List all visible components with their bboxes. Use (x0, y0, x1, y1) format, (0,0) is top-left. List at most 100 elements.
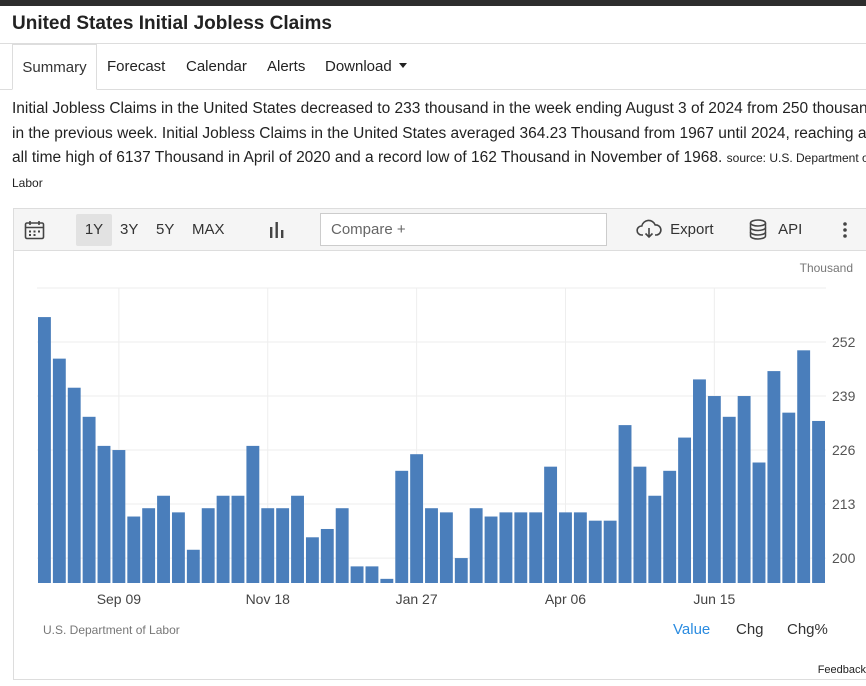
bar[interactable] (395, 470, 409, 583)
bar[interactable] (97, 445, 111, 583)
description: Initial Jobless Claims in the United Sta… (12, 97, 866, 195)
bar[interactable] (365, 566, 379, 583)
bar[interactable] (573, 512, 587, 583)
bar[interactable] (588, 520, 602, 583)
bar[interactable] (186, 549, 200, 583)
bar[interactable] (335, 508, 349, 583)
y-tick-label: 226 (832, 442, 856, 458)
bar[interactable] (216, 495, 230, 583)
bar[interactable] (722, 416, 736, 583)
tab-alerts[interactable]: Alerts (267, 58, 306, 75)
bar[interactable] (246, 445, 260, 583)
compare-input[interactable] (320, 213, 607, 246)
calendar-icon[interactable] (24, 220, 45, 244)
bar[interactable] (484, 516, 498, 583)
x-tick-label: Jun 15 (693, 591, 735, 607)
description-source: source: U.S. Department of Labor (12, 151, 866, 190)
feedback-link[interactable]: Feedback (817, 664, 866, 676)
x-tick-label: Sep 09 (97, 591, 142, 607)
bar[interactable] (82, 416, 96, 583)
bar[interactable] (439, 512, 453, 583)
x-tick-label: Nov 18 (246, 591, 291, 607)
bar[interactable] (380, 578, 394, 583)
bar[interactable] (678, 437, 692, 583)
tab-calendar[interactable]: Calendar (186, 58, 247, 75)
bar[interactable] (499, 512, 513, 583)
bar[interactable] (157, 495, 170, 583)
view-value-button[interactable]: Value (673, 621, 711, 638)
export-button[interactable]: Export (636, 219, 714, 239)
x-tick-label: Jan 27 (396, 591, 438, 607)
bar[interactable] (618, 425, 632, 583)
chart-source: U.S. Department of Labor (43, 623, 180, 637)
bar[interactable] (425, 508, 438, 583)
divider (0, 43, 866, 44)
bar[interactable] (514, 512, 528, 583)
bar[interactable] (529, 512, 543, 583)
bar[interactable] (261, 508, 275, 583)
bar[interactable] (127, 516, 141, 583)
bar[interactable] (410, 454, 424, 583)
bar[interactable] (782, 412, 796, 583)
bar[interactable] (171, 512, 185, 583)
bar[interactable] (112, 450, 126, 583)
range-1y-button[interactable]: 1Y (76, 214, 112, 246)
divider (0, 89, 866, 90)
cloud-download-icon (636, 219, 662, 239)
bar[interactable] (52, 358, 66, 583)
kebab-menu-icon[interactable] (842, 221, 848, 243)
bar[interactable] (454, 558, 468, 583)
view-chg-button[interactable]: Chg (736, 621, 764, 638)
range-3y-button[interactable]: 3Y (120, 221, 139, 238)
bar[interactable] (291, 495, 304, 583)
api-label: API (778, 221, 803, 238)
bar[interactable] (142, 508, 156, 583)
bar[interactable] (767, 371, 781, 583)
bar[interactable] (276, 508, 290, 583)
page-title: United States Initial Jobless Claims (12, 13, 332, 34)
tab-summary[interactable]: Summary (12, 44, 97, 90)
bar[interactable] (663, 470, 677, 583)
tab-bar: Summary Forecast Calendar Alerts Downloa… (12, 44, 866, 90)
bar-chart-icon[interactable] (269, 221, 285, 243)
export-label: Export (670, 220, 714, 238)
description-text: Initial Jobless Claims in the United Sta… (12, 100, 866, 166)
tab-download[interactable]: Download (325, 44, 407, 90)
y-tick-label: 200 (832, 550, 856, 566)
bar[interactable] (737, 396, 751, 583)
y-tick-label: 213 (832, 496, 856, 512)
bar[interactable] (559, 512, 572, 583)
range-5y-button[interactable]: 5Y (156, 221, 175, 238)
bar[interactable] (320, 528, 334, 583)
tab-download-label: Download (325, 58, 392, 75)
caret-down-icon (398, 63, 407, 68)
bar[interactable] (648, 495, 662, 583)
bar[interactable] (752, 462, 766, 583)
bar[interactable] (693, 379, 706, 583)
chart-toolbar: 1Y 3Y 5Y MAX Export API (14, 209, 866, 251)
bar[interactable] (812, 420, 825, 583)
bar[interactable] (350, 566, 364, 583)
bar[interactable] (67, 387, 81, 583)
view-chg-pct-button[interactable]: Chg% (787, 621, 828, 638)
bar[interactable] (38, 317, 51, 583)
bar[interactable] (544, 466, 558, 583)
bar[interactable] (231, 495, 245, 583)
database-icon (749, 219, 767, 240)
bar[interactable] (633, 466, 647, 583)
bar[interactable] (797, 350, 811, 583)
range-max-button[interactable]: MAX (192, 221, 225, 238)
bar[interactable] (201, 508, 215, 583)
chart-unit-label: Thousand (799, 261, 853, 275)
bar-chart: 200 213 226 239 252 Sep 09 Nov 18 Jan 27 Apr 06 J… (37, 287, 856, 607)
y-tick-label: 252 (832, 334, 856, 350)
bar[interactable] (305, 537, 319, 583)
x-tick-label: Apr 06 (545, 591, 586, 607)
tab-forecast[interactable]: Forecast (107, 58, 166, 75)
bar[interactable] (707, 396, 721, 583)
chart-panel: 1Y 3Y 5Y MAX Export API Thousand 2002132… (13, 208, 866, 680)
bar[interactable] (469, 508, 483, 583)
api-button[interactable]: API (749, 219, 802, 240)
y-tick-label: 239 (832, 388, 856, 404)
bar[interactable] (603, 520, 617, 583)
